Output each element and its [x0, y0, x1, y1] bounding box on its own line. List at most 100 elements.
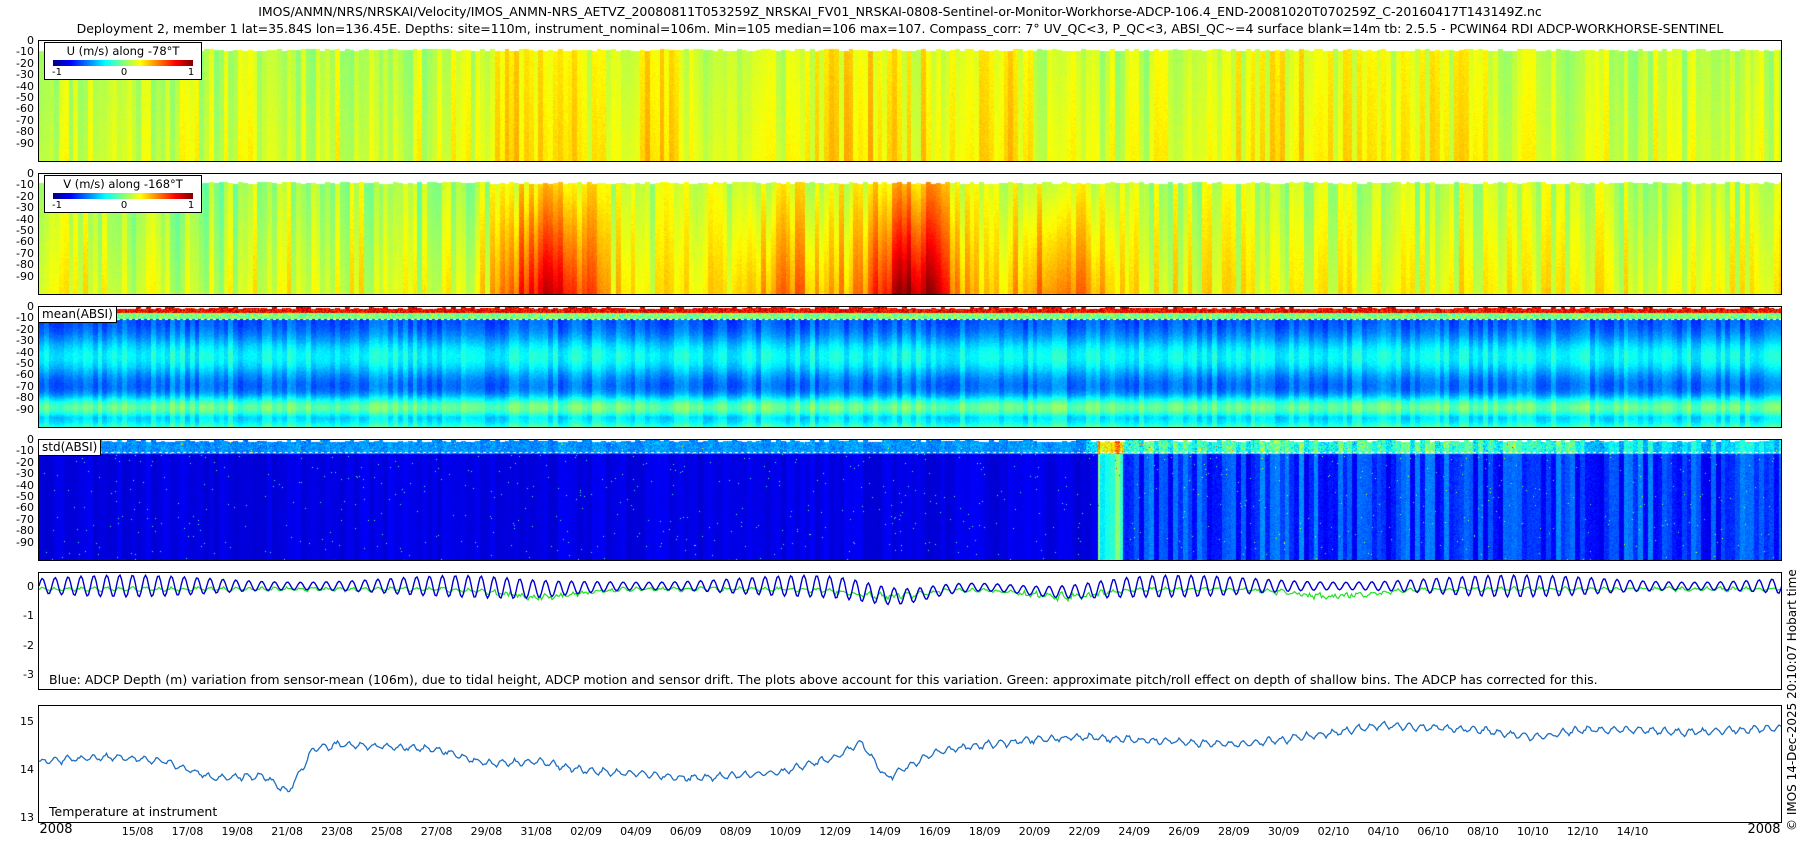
date-tick-label: 14/10 — [1616, 825, 1649, 838]
depth-tick-label: -70 — [16, 113, 34, 127]
depth-tick-label: 0 — [27, 167, 34, 180]
depth-tick-label: 0 — [27, 34, 34, 47]
pitch-roll-line — [39, 585, 1781, 603]
date-tick-label: 26/09 — [1168, 825, 1200, 838]
date-tick-label: 19/08 — [221, 825, 254, 838]
v-colorbar-tick: 0 — [120, 200, 128, 211]
depth-tick-label: -90 — [16, 402, 34, 416]
date-tick-label: 12/10 — [1566, 825, 1599, 838]
depth-tick-label: -40 — [16, 79, 34, 93]
date-tick-label: 08/10 — [1467, 825, 1499, 838]
date-tick-label: 29/08 — [470, 825, 503, 838]
depth-tick-label: -20 — [16, 322, 34, 336]
depth-tick-label: -90 — [16, 136, 34, 150]
mean-absi-label: mean(ABSI) — [38, 306, 117, 323]
u-colorbar-tick: 1 — [187, 67, 195, 78]
depth-tick-label: -30 — [16, 467, 34, 481]
date-tick-label: 24/09 — [1118, 825, 1151, 838]
date-tick-label: 31/08 — [520, 825, 553, 838]
u-colorbar-tick: 0 — [120, 67, 128, 78]
depth-tick-label: -80 — [16, 391, 34, 405]
v-colorbar-gradient — [53, 193, 193, 199]
depth-tick-label: -10 — [16, 444, 34, 458]
u-colorbar-tick: -1 — [52, 67, 62, 78]
depth-panel-note: Blue: ADCP Depth (m) variation from sens… — [49, 672, 1598, 687]
depth-tick-label: -80 — [16, 258, 34, 272]
u-velocity-panel — [38, 40, 1782, 162]
temperature-plot — [39, 720, 1781, 793]
date-tick-label: 14/09 — [869, 825, 901, 838]
depth-tick-label: -80 — [16, 125, 34, 139]
depth-tick-label: -60 — [16, 102, 34, 116]
depth-tick-label: -80 — [16, 524, 34, 538]
depth-variation-tick-label: -3 — [23, 668, 34, 682]
date-tick-label: 10/09 — [769, 825, 802, 838]
depth-tick-label: -70 — [16, 512, 34, 526]
u-colorbar-label: U (m/s) along -78°T — [66, 44, 180, 58]
depth-variation-plot — [39, 573, 1781, 606]
depth-variation-tick-label: -2 — [23, 638, 34, 652]
depth-tick-label: -20 — [16, 455, 34, 469]
v-colorbar-label: V (m/s) along -168°T — [63, 177, 183, 191]
mean-absi-heatmap — [39, 307, 1781, 427]
depth-tick-label: -60 — [16, 235, 34, 249]
depth-tick-label: -60 — [16, 368, 34, 382]
date-tick-label: 18/09 — [968, 825, 1001, 838]
date-tick-label: 08/09 — [719, 825, 752, 838]
depth-tick-label: -70 — [16, 246, 34, 260]
date-tick-label: 06/10 — [1417, 825, 1450, 838]
temperature-line — [39, 720, 1781, 793]
date-tick-label: 02/10 — [1317, 825, 1350, 838]
temperature-panel-note: Temperature at instrument — [49, 804, 218, 819]
depth-tick-label: 0 — [27, 300, 34, 313]
date-tick-label: 15/08 — [121, 825, 154, 838]
v-colorbar-tick: -1 — [52, 200, 62, 211]
depth-tick-label: -40 — [16, 345, 34, 359]
date-tick-label: 30/09 — [1267, 825, 1300, 838]
v-velocity-panel — [38, 173, 1782, 295]
temperature-tick-label: 14 — [20, 763, 34, 777]
figure-title-line2: Deployment 2, member 1 lat=35.84S lon=13… — [76, 21, 1724, 36]
depth-tick-label: -50 — [16, 91, 34, 104]
depth-tick-label: 0 — [27, 433, 34, 446]
u-velocity-heatmap — [39, 41, 1781, 161]
depth-tick-label: -50 — [16, 224, 34, 237]
date-tick-label: 25/08 — [370, 825, 403, 838]
depth-tick-label: -60 — [16, 501, 34, 515]
date-tick-label: 17/08 — [171, 825, 204, 838]
date-tick-label: 20/09 — [1018, 825, 1051, 838]
date-tick-label: 16/09 — [919, 825, 951, 838]
depth-tick-label: -30 — [16, 334, 34, 348]
depth-tick-label: -10 — [16, 178, 34, 192]
temperature-tick-label: 13 — [20, 811, 34, 825]
date-tick-label: 12/09 — [819, 825, 852, 838]
depth-tick-label: -30 — [16, 68, 34, 82]
std-absi-heatmap — [39, 440, 1781, 560]
date-tick-label: 28/09 — [1218, 825, 1250, 838]
year-label-left: 2008 — [39, 822, 73, 837]
date-tick-label: 06/09 — [669, 825, 702, 838]
date-tick-label: 27/08 — [420, 825, 453, 838]
v-colorbar: V (m/s) along -168°T -1 0 1 — [44, 175, 202, 213]
figure-title-line1: IMOS/ANMN/NRS/NRSKAI/Velocity/IMOS_ANMN-… — [258, 4, 1542, 19]
depth-tick-label: -90 — [16, 269, 34, 283]
date-tick-label: 21/08 — [271, 825, 303, 838]
date-tick-label: 23/08 — [321, 825, 353, 838]
depth-tick-label: -10 — [16, 45, 34, 59]
depth-tick-label: -20 — [16, 56, 34, 70]
depth-tick-label: -10 — [16, 311, 34, 325]
v-velocity-heatmap — [39, 174, 1781, 294]
u-colorbar-gradient — [53, 60, 193, 66]
depth-variation-panel — [38, 572, 1782, 690]
date-tick-label: 02/09 — [570, 825, 602, 838]
temperature-panel — [38, 705, 1782, 823]
date-tick-label: 22/09 — [1068, 825, 1101, 838]
v-colorbar-tick: 1 — [187, 200, 195, 211]
date-tick-label: 04/09 — [620, 825, 652, 838]
mean-absi-panel — [38, 306, 1782, 428]
year-label-right: 2008 — [1747, 822, 1781, 837]
std-absi-panel — [38, 439, 1782, 561]
depth-tick-label: -40 — [16, 478, 34, 492]
depth-tick-label: -70 — [16, 379, 34, 393]
date-tick-label: 10/10 — [1516, 825, 1549, 838]
